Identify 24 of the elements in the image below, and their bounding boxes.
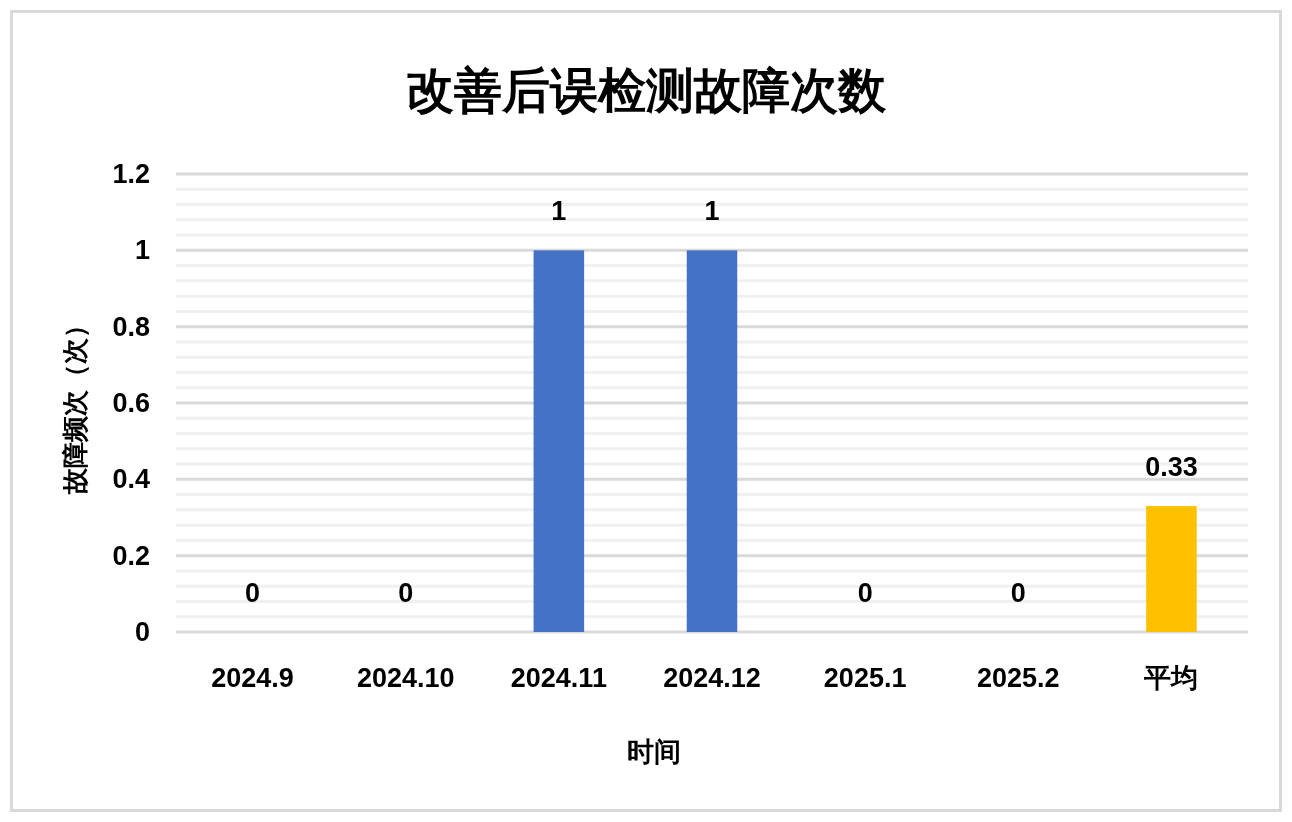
y-tick-label: 1.2	[112, 159, 150, 189]
y-axis-title: 故障频次（次）	[60, 312, 90, 495]
y-tick-label: 0.8	[112, 311, 150, 342]
x-tick-label: 2024.12	[663, 663, 761, 693]
x-tick-label: 平均	[1143, 663, 1199, 693]
x-tick-label: 2025.2	[976, 663, 1060, 693]
x-tick-label: 2024.10	[356, 663, 455, 693]
y-tick-label: 0	[134, 617, 150, 647]
y-tick-label: 0.2	[112, 540, 150, 571]
data-label: 0	[245, 578, 261, 608]
x-tick-label: 2024.11	[510, 663, 607, 693]
chart-title: 改善后误检测故障次数	[406, 63, 887, 117]
data-label: 1	[704, 196, 720, 227]
data-label: 0.33	[1145, 452, 1198, 483]
data-label: 1	[551, 196, 567, 227]
x-tick-label: 2024.9	[211, 663, 294, 693]
y-tick-label: 1	[134, 235, 150, 266]
x-axis-title: 时间	[627, 737, 681, 767]
data-label: 0	[398, 578, 414, 608]
data-label: 0	[857, 578, 873, 608]
y-tick-label: 0.6	[112, 388, 150, 418]
x-tick-label: 2025.1	[823, 663, 907, 693]
y-tick-label: 0.4	[112, 464, 150, 495]
data-label: 0	[1010, 578, 1026, 608]
